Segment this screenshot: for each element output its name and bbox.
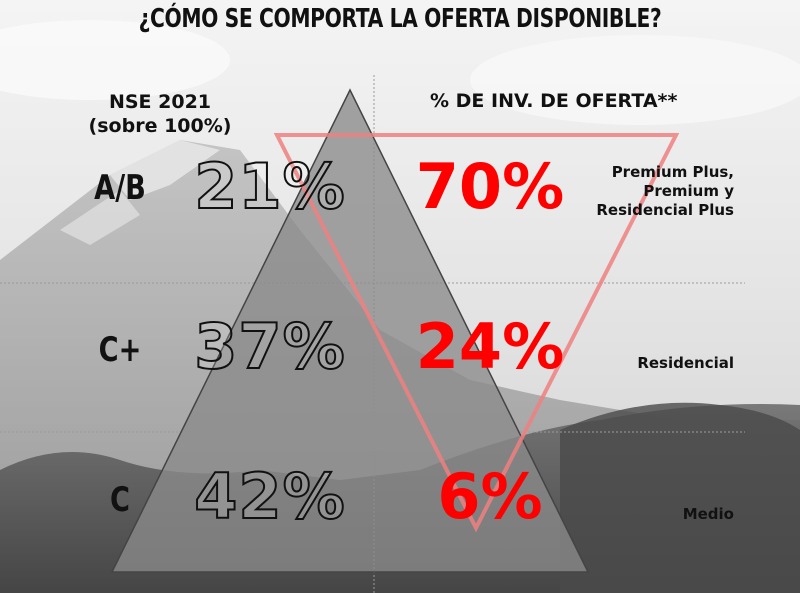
- segment-label-ab: Premium Plus, Premium y Residencial Plus: [534, 163, 734, 220]
- nse-pct-c: 42%: [193, 459, 346, 534]
- nse-label-ab: A/B: [94, 168, 146, 208]
- segment-line: Premium Plus,: [611, 163, 734, 181]
- segment-label-c: Medio: [534, 505, 734, 524]
- nse-header-line2: (sobre 100%): [88, 115, 232, 137]
- oferta-pct-c: 6%: [437, 460, 543, 533]
- oferta-pct-ab: 70%: [415, 150, 565, 223]
- nse-header-line1: NSE 2021: [108, 91, 212, 113]
- page-title: ¿CÓMO SE COMPORTA LA OFERTA DISPONIBLE?: [138, 4, 662, 34]
- segment-line: Medio: [682, 505, 734, 523]
- segment-label-cplus: Residencial: [534, 354, 734, 373]
- segment-line: Premium y: [643, 182, 734, 200]
- nse-label-cplus: C+: [98, 330, 142, 370]
- nse-pct-cplus: 37%: [193, 309, 346, 384]
- nse-pct-ab: 21%: [193, 149, 346, 224]
- segment-line: Residencial: [637, 354, 734, 372]
- oferta-header: % DE INV. DE OFERTA**: [430, 90, 678, 112]
- nse-label-c: C: [110, 480, 130, 520]
- oferta-pct-cplus: 24%: [415, 310, 565, 383]
- segment-line: Residencial Plus: [596, 201, 734, 219]
- nse-header: NSE 2021 (sobre 100%): [60, 90, 260, 138]
